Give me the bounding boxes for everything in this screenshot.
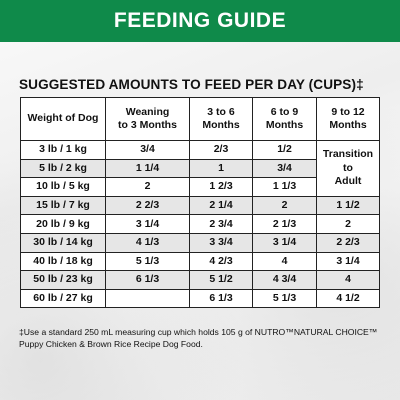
cups-cell: 5 1/3 [105, 251, 190, 272]
weight-cell: 30 lb / 14 kg [20, 232, 106, 253]
transition-note-cell: Transition to Adult [316, 140, 380, 197]
header-9-12-months: 9 to 12 Months [316, 97, 380, 141]
cups-cell: 1 1/4 [105, 158, 190, 179]
table-row: 60 lb / 27 kg 6 1/3 5 1/3 4 1/2 [20, 288, 380, 309]
cups-cell: 2 2/3 [316, 232, 380, 253]
cups-cell: 4 1/2 [316, 288, 380, 309]
weight-cell: 60 lb / 27 kg [20, 288, 106, 309]
table-row: 30 lb / 14 kg 4 1/3 3 3/4 3 1/4 2 2/3 [20, 232, 380, 253]
weight-cell: 3 lb / 1 kg [20, 140, 106, 160]
weight-cell: 10 lb / 5 kg [20, 177, 106, 197]
weight-cell: 50 lb / 23 kg [20, 270, 106, 290]
table-title: SUGGESTED AMOUNTS TO FEED PER DAY (CUPS)… [19, 77, 364, 92]
cups-cell: 3/4 [105, 140, 190, 160]
header-weaning: Weaning to 3 Months [105, 97, 190, 141]
cups-cell: 2 [105, 177, 190, 197]
cups-cell: 3 1/4 [316, 251, 380, 272]
cups-cell: 2 2/3 [105, 195, 190, 216]
table-row: 50 lb / 23 kg 6 1/3 5 1/2 4 3/4 4 [20, 270, 380, 290]
cups-cell: 2 1/3 [252, 214, 317, 234]
cups-cell: 4 2/3 [189, 251, 253, 272]
cups-cell: 2 [316, 214, 380, 234]
header-3-6-months: 3 to 6 Months [189, 97, 253, 141]
cups-cell: 1/2 [252, 140, 317, 160]
page-title: FEEDING GUIDE [113, 9, 287, 32]
feeding-table: Weight of Dog Weaning to 3 Months 3 to 6… [20, 97, 380, 309]
cups-cell: 5 1/2 [189, 270, 253, 290]
cups-cell: 4 [252, 251, 317, 272]
weight-cell: 15 lb / 7 kg [20, 195, 106, 216]
cups-cell: 2 3/4 [189, 214, 253, 234]
cups-cell: 5 1/3 [252, 288, 317, 309]
cups-cell: 3/4 [252, 158, 317, 179]
cups-cell: 1 1/2 [316, 195, 380, 216]
table-row: 20 lb / 9 kg 3 1/4 2 3/4 2 1/3 2 [20, 214, 380, 234]
cups-cell: 2/3 [189, 140, 253, 160]
cups-cell: 2 1/4 [189, 195, 253, 216]
cups-cell: 3 1/4 [105, 214, 190, 234]
header-6-9-months: 6 to 9 Months [252, 97, 317, 141]
table-row: 10 lb / 5 kg 2 1 2/3 1 1/3 [20, 177, 380, 197]
cups-cell: 4 [316, 270, 380, 290]
header-weight: Weight of Dog [20, 97, 106, 141]
weight-cell: 5 lb / 2 kg [20, 158, 106, 179]
cups-cell: 1 [189, 158, 253, 179]
cups-cell: 2 [252, 195, 317, 216]
cups-cell: 3 1/4 [252, 232, 317, 253]
weight-cell: 40 lb / 18 kg [20, 251, 106, 272]
table-row: 40 lb / 18 kg 5 1/3 4 2/3 4 3 1/4 [20, 251, 380, 272]
table-row: 15 lb / 7 kg 2 2/3 2 1/4 2 1 1/2 [20, 195, 380, 216]
table-row: 5 lb / 2 kg 1 1/4 1 3/4 [20, 158, 380, 179]
footnote: ‡Use a standard 250 mL measuring cup whi… [19, 327, 378, 349]
cups-cell: 4 1/3 [105, 232, 190, 253]
cups-cell: 6 1/3 [105, 270, 190, 290]
cups-cell: 6 1/3 [189, 288, 253, 309]
weight-cell: 20 lb / 9 kg [20, 214, 106, 234]
cups-cell: 1 2/3 [189, 177, 253, 197]
cups-cell: 4 3/4 [252, 270, 317, 290]
cups-cell [105, 288, 190, 309]
cups-cell: 3 3/4 [189, 232, 253, 253]
table-header-row: Weight of Dog Weaning to 3 Months 3 to 6… [20, 97, 380, 141]
header-banner: FEEDING GUIDE [0, 0, 400, 42]
table-row: 3 lb / 1 kg 3/4 2/3 1/2 Transition to Ad… [20, 140, 380, 197]
cups-cell: 1 1/3 [252, 177, 317, 197]
